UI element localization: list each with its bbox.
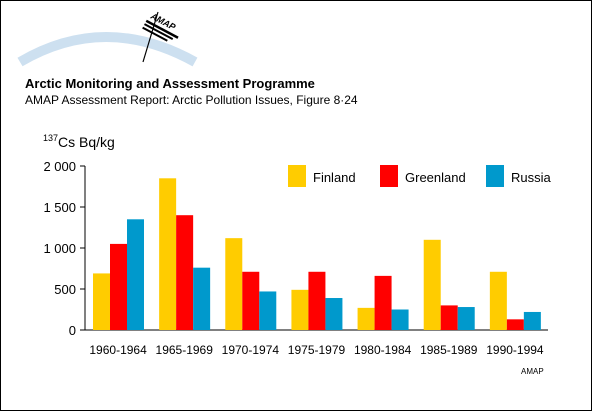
- x-tick-label: 1970-1974: [222, 343, 280, 357]
- x-tick-label: 1965-1969: [156, 343, 214, 357]
- credit-label: AMAP: [521, 367, 544, 376]
- x-tick-label: 1980-1984: [354, 343, 412, 357]
- bar-greenland: [506, 319, 524, 330]
- bar-greenland: [440, 305, 458, 330]
- x-tick-label: 1990-1994: [486, 343, 544, 357]
- y-axis-label-text: Cs Bq/kg: [58, 134, 115, 150]
- bar-russia: [457, 307, 475, 330]
- bar-greenland: [242, 271, 260, 330]
- bar-finland: [225, 238, 243, 330]
- bar-greenland: [110, 243, 127, 330]
- x-tick-label: 1975-1979: [288, 343, 346, 357]
- y-tick-label: 1 500: [43, 200, 76, 215]
- bar-finland: [357, 307, 375, 330]
- y-tick-label: 2 000: [43, 159, 76, 174]
- bar-greenland: [374, 275, 392, 330]
- legend-label-russia: Russia: [511, 170, 552, 185]
- bar-greenland: [308, 271, 326, 330]
- y-tick-label: 500: [54, 282, 76, 297]
- report-title: Arctic Monitoring and Assessment Program…: [25, 76, 315, 91]
- legend-swatch-russia: [486, 165, 504, 187]
- legend-label-finland: Finland: [313, 170, 356, 185]
- legend-swatch-finland: [288, 165, 306, 187]
- bar-finland: [93, 273, 110, 330]
- bar-finland: [423, 239, 441, 330]
- legend-swatch-greenland: [380, 165, 398, 187]
- bar-russia: [127, 219, 144, 330]
- bar-russia: [391, 309, 409, 330]
- y-tick-label: 1 000: [43, 241, 76, 256]
- amap-logo: AMAP: [17, 10, 198, 67]
- bar-russia: [523, 311, 541, 330]
- bar-finland: [291, 289, 309, 330]
- bar-greenland: [176, 215, 194, 330]
- bar-finland: [159, 178, 177, 330]
- x-tick-label: 1960-1964: [89, 343, 147, 357]
- report-subtitle: AMAP Assessment Report: Arctic Pollution…: [25, 93, 358, 107]
- bar-russia: [325, 298, 343, 330]
- y-tick-label: 0: [69, 323, 76, 338]
- bar-russia: [259, 291, 277, 330]
- bar-finland: [489, 271, 507, 330]
- y-axis-label: 137Cs Bq/kg: [43, 133, 115, 150]
- y-axis-label-superscript: 137: [43, 133, 59, 143]
- legend-label-greenland: Greenland: [405, 170, 466, 185]
- x-tick-label: 1985-1989: [420, 343, 478, 357]
- bar-russia: [193, 267, 211, 330]
